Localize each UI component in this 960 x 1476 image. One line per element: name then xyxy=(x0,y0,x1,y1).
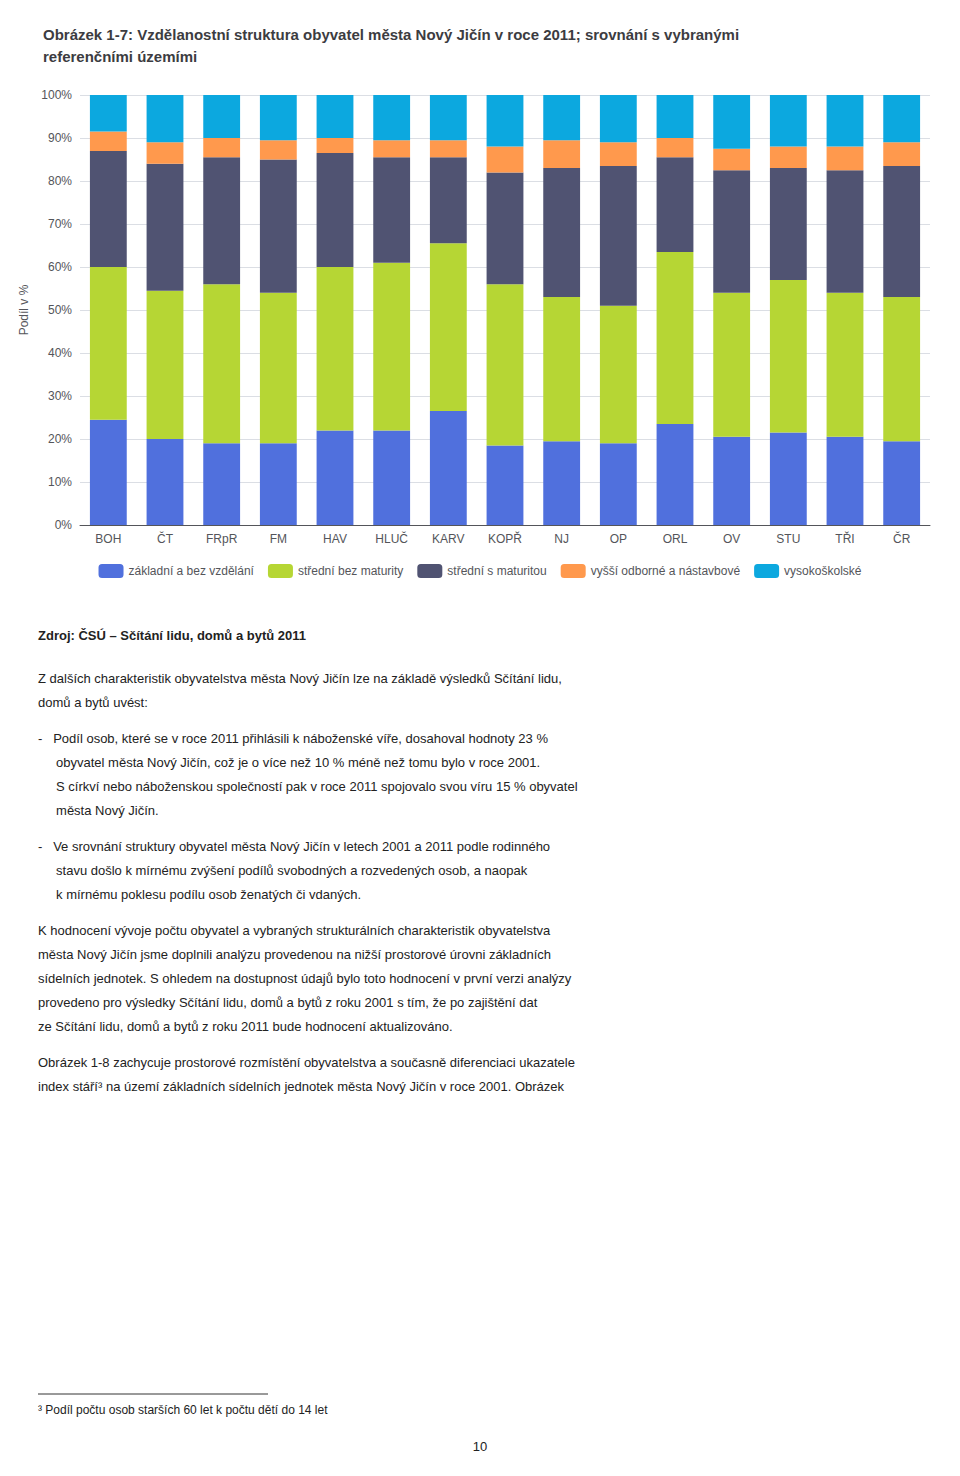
svg-text:OV: OV xyxy=(723,532,740,546)
svg-text:FRpR: FRpR xyxy=(206,532,238,546)
svg-text:ČT: ČT xyxy=(157,531,174,546)
svg-text:KOPŘ: KOPŘ xyxy=(488,531,522,546)
svg-text:domů a bytů uvést:: domů a bytů uvést: xyxy=(38,695,148,710)
svg-text:STU: STU xyxy=(776,532,800,546)
svg-text:Z dalších charakteristik obyva: Z dalších charakteristik obyvatelstva mě… xyxy=(38,671,562,686)
svg-text:80%: 80% xyxy=(48,174,72,188)
svg-text:Podíl v %: Podíl v % xyxy=(17,284,31,335)
svg-text:K hodnocení vývoje počtu obyva: K hodnocení vývoje počtu obyvatel a vybr… xyxy=(38,923,551,938)
svg-text:města Nový Jičín.: města Nový Jičín. xyxy=(38,803,159,818)
svg-text:stavu došlo k mírnému zvýšení: stavu došlo k mírnému zvýšení podílů svo… xyxy=(38,863,528,878)
svg-text:FM: FM xyxy=(270,532,287,546)
svg-text:referenčními územími: referenčními územími xyxy=(43,48,197,65)
svg-text:0%: 0% xyxy=(55,518,73,532)
svg-text:HAV: HAV xyxy=(323,532,347,546)
svg-text:KARV: KARV xyxy=(432,532,464,546)
svg-text:70%: 70% xyxy=(48,217,72,231)
svg-text:vyšší odborné a nástavbové: vyšší odborné a nástavbové xyxy=(591,564,741,578)
svg-text:sídelních jednotek. S ohledem: sídelních jednotek. S ohledem na dostupn… xyxy=(38,971,572,986)
svg-text:50%: 50% xyxy=(48,303,72,317)
svg-text:města Nový Jičín jsme doplnili: města Nový Jičín jsme doplnili analýzu p… xyxy=(38,947,551,962)
svg-text:TŘI: TŘI xyxy=(835,531,854,546)
svg-text:60%: 60% xyxy=(48,260,72,274)
svg-text:³ Podíl počtu osob starších 60: ³ Podíl počtu osob starších 60 let k poč… xyxy=(38,1403,328,1417)
svg-text:Zdroj: ČSÚ – Sčítání lidu, dom: Zdroj: ČSÚ – Sčítání lidu, domů a bytů 2… xyxy=(38,628,306,643)
svg-text:ze Sčítání lidu, domů a bytů z: ze Sčítání lidu, domů a bytů z roku 2011… xyxy=(38,1019,453,1034)
svg-text:Obrázek 1-8 zachycuje prostoro: Obrázek 1-8 zachycuje prostorové rozmíst… xyxy=(38,1055,575,1070)
svg-text:10%: 10% xyxy=(48,475,72,489)
svg-text:40%: 40% xyxy=(48,346,72,360)
svg-text:základní a bez vzdělání: základní a bez vzdělání xyxy=(129,564,255,578)
svg-text:OP: OP xyxy=(610,532,627,546)
svg-text:střední bez maturity: střední bez maturity xyxy=(298,564,403,578)
svg-text:90%: 90% xyxy=(48,131,72,145)
svg-text:obyvatel města Nový Jičín, což: obyvatel města Nový Jičín, což je o více… xyxy=(38,755,540,770)
svg-text:20%: 20% xyxy=(48,432,72,446)
svg-text:provedeno pro výsledky Sčítání: provedeno pro výsledky Sčítání lidu, dom… xyxy=(38,995,538,1010)
svg-text:S církví nebo náboženskou spol: S církví nebo náboženskou společností pa… xyxy=(38,779,578,794)
svg-text:HLUČ: HLUČ xyxy=(375,531,408,546)
svg-text:k mírnému poklesu podílu osob: k mírnému poklesu podílu osob ženatých č… xyxy=(38,887,361,902)
svg-text:BOH: BOH xyxy=(95,532,121,546)
svg-text:ORL: ORL xyxy=(663,532,688,546)
svg-text:střední s maturitou: střední s maturitou xyxy=(447,564,546,578)
svg-text:30%: 30% xyxy=(48,389,72,403)
svg-text:vysokoškolské: vysokoškolské xyxy=(784,564,862,578)
svg-text:- Ve srovnání struktury obyv: - Ve srovnání struktury obyvatel města N… xyxy=(38,839,550,854)
svg-text:- Podíl osob, které se v roc: - Podíl osob, které se v roce 2011 přihl… xyxy=(38,731,548,746)
svg-text:ČR: ČR xyxy=(893,531,911,546)
svg-text:NJ: NJ xyxy=(554,532,569,546)
svg-text:Obrázek 1-7: Vzdělanostní stru: Obrázek 1-7: Vzdělanostní struktura obyv… xyxy=(43,26,739,43)
svg-text:10: 10 xyxy=(473,1439,487,1454)
svg-text:100%: 100% xyxy=(41,88,72,102)
svg-text:index stáří³ na území základní: index stáří³ na území základních sídelní… xyxy=(38,1079,565,1094)
